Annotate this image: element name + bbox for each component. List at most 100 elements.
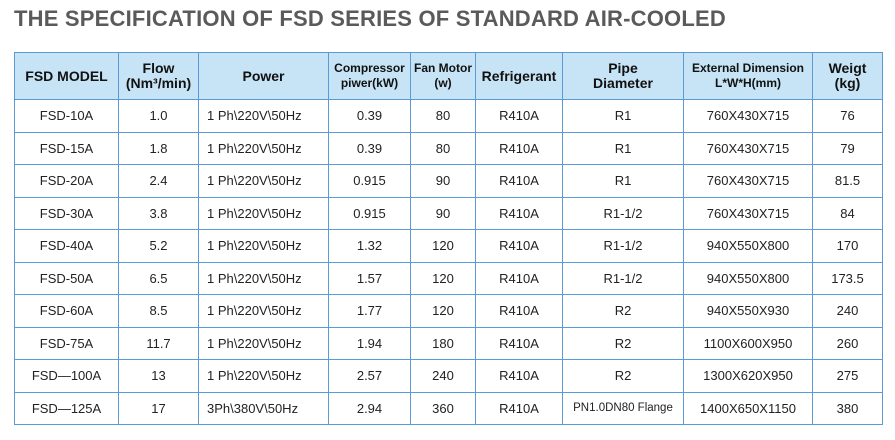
table-cell: 1 Ph\220V\50Hz xyxy=(198,99,329,133)
table-cell: R1-1/2 xyxy=(562,229,684,263)
table-cell: R410A xyxy=(475,294,563,328)
table-cell: 1 Ph\220V\50Hz xyxy=(198,294,329,328)
header-line: piwer(kW) xyxy=(340,76,399,90)
table-cell: 1100X600X950 xyxy=(683,326,813,360)
table-cell: 11.7 xyxy=(118,326,199,360)
table-header: FSD MODEL Flow (Nm³/min) Power Compressor piw… xyxy=(14,52,883,100)
table-cell: FSD-40A xyxy=(14,229,119,263)
table-cell: 120 xyxy=(410,229,476,263)
table-cell: 79 xyxy=(812,131,883,165)
header-line: Fan Motor xyxy=(414,61,472,75)
table-cell: R410A xyxy=(475,359,563,393)
table-cell: 3Ph\380V\50Hz xyxy=(198,391,329,425)
table-cell: 940X550X800 xyxy=(683,229,813,263)
table-cell: 760X430X715 xyxy=(683,164,813,198)
table-cell: R410A xyxy=(475,99,563,133)
header-line: Weigt xyxy=(828,60,867,76)
table-cell: 0.39 xyxy=(328,131,411,165)
table-cell: 940X550X800 xyxy=(683,261,813,295)
table-cell: 1 Ph\220V\50Hz xyxy=(198,261,329,295)
table-row: FSD-20A 2.4 1 Ph\220V\50Hz 0.915 90 R410A R1 76… xyxy=(14,164,883,198)
table-cell: 940X550X930 xyxy=(683,294,813,328)
table-cell: R1-1/2 xyxy=(562,261,684,295)
table-row: FSD-10A 1.0 1 Ph\220V\50Hz 0.39 80 R410A R1 760… xyxy=(14,99,883,133)
column-header: FSD MODEL xyxy=(14,52,119,100)
table-row: FSD—125A 17 3Ph\380V\50Hz 2.94 360 R410A PN1.0… xyxy=(14,391,883,425)
table-cell: R410A xyxy=(475,164,563,198)
table-cell: 1 Ph\220V\50Hz xyxy=(198,131,329,165)
table-cell: R2 xyxy=(562,326,684,360)
table-cell: 760X430X715 xyxy=(683,99,813,133)
table-cell: R1-1/2 xyxy=(562,196,684,230)
table-cell: 1300X620X950 xyxy=(683,359,813,393)
table-cell: 5.2 xyxy=(118,229,199,263)
column-header: Power xyxy=(198,52,329,100)
table-cell: R2 xyxy=(562,359,684,393)
header-line: External Dimension xyxy=(691,61,805,75)
table-cell: R1 xyxy=(562,131,684,165)
table-cell: FSD—100A xyxy=(14,359,119,393)
column-header: External Dimension L*W*H(mm) xyxy=(683,52,813,100)
table-row: FSD-30A 3.8 1 Ph\220V\50Hz 0.915 90 R410A R1-1… xyxy=(14,196,883,230)
table-cell: 3.8 xyxy=(118,196,199,230)
header-line: Pipe xyxy=(608,60,638,76)
table-body: FSD-10A 1.0 1 Ph\220V\50Hz 0.39 80 R410A R1 760… xyxy=(14,99,883,425)
table-cell: 1 Ph\220V\50Hz xyxy=(198,359,329,393)
table-row: FSD-75A 11.7 1 Ph\220V\50Hz 1.94 180 R410A R2 1… xyxy=(14,326,883,360)
table-cell: 17 xyxy=(118,391,199,425)
table-cell: 76 xyxy=(812,99,883,133)
table-cell: FSD-50A xyxy=(14,261,119,295)
table-cell: 1 Ph\220V\50Hz xyxy=(198,326,329,360)
table-cell: 80 xyxy=(410,99,476,133)
header-line: (w) xyxy=(434,76,452,90)
table-cell: FSD—125A xyxy=(14,391,119,425)
column-header: Flow (Nm³/min) xyxy=(118,52,199,100)
table-cell: 240 xyxy=(812,294,883,328)
header-line: Power xyxy=(242,67,285,84)
table-row: FSD-40A 5.2 1 Ph\220V\50Hz 1.32 120 R410A R1-1… xyxy=(14,229,883,263)
table-cell: 1 Ph\220V\50Hz xyxy=(198,196,329,230)
header-line: FSD MODEL xyxy=(25,67,108,84)
table-cell: 760X430X715 xyxy=(683,196,813,230)
table-cell: 90 xyxy=(410,196,476,230)
table-cell: 1400X650X1150 xyxy=(683,391,813,425)
table-cell: 120 xyxy=(410,261,476,295)
header-line: Compressor xyxy=(334,61,405,75)
table-cell: R410A xyxy=(475,326,563,360)
table-cell: R410A xyxy=(475,391,563,425)
table-cell: FSD-10A xyxy=(14,99,119,133)
table-cell: 170 xyxy=(812,229,883,263)
table-cell: 380 xyxy=(812,391,883,425)
table-cell: R410A xyxy=(475,131,563,165)
table-cell: FSD-15A xyxy=(14,131,119,165)
table-cell: 1.57 xyxy=(328,261,411,295)
table-cell: 275 xyxy=(812,359,883,393)
page-title: THE SPECIFICATION OF FSD SERIES OF STAND… xyxy=(14,6,726,31)
table-cell: 1.94 xyxy=(328,326,411,360)
table-cell: FSD-30A xyxy=(14,196,119,230)
table-cell: 8.5 xyxy=(118,294,199,328)
table-cell: 2.4 xyxy=(118,164,199,198)
header-line: (Nm³/min) xyxy=(125,75,192,91)
table-row: FSD-60A 8.5 1 Ph\220V\50Hz 1.77 120 R410A R2 94… xyxy=(14,294,883,328)
header-line: L*W*H(mm) xyxy=(715,76,781,90)
table-cell: 81.5 xyxy=(812,164,883,198)
table-cell: 1.8 xyxy=(118,131,199,165)
table-cell: 80 xyxy=(410,131,476,165)
table-cell: 2.94 xyxy=(328,391,411,425)
table-cell: 0.915 xyxy=(328,196,411,230)
table-cell: FSD-75A xyxy=(14,326,119,360)
table-cell: R410A xyxy=(475,196,563,230)
table-cell: 84 xyxy=(812,196,883,230)
header-line: Refrigerant xyxy=(481,67,557,84)
header-row: FSD MODEL Flow (Nm³/min) Power Compressor piw… xyxy=(14,52,883,100)
spec-table: FSD MODEL Flow (Nm³/min) Power Compressor piw… xyxy=(14,52,883,425)
table-cell: 120 xyxy=(410,294,476,328)
table-cell: 13 xyxy=(118,359,199,393)
table-cell: R2 xyxy=(562,294,684,328)
table-cell: 1 Ph\220V\50Hz xyxy=(198,164,329,198)
table-cell: 90 xyxy=(410,164,476,198)
table-cell: 0.915 xyxy=(328,164,411,198)
table-cell: R410A xyxy=(475,229,563,263)
